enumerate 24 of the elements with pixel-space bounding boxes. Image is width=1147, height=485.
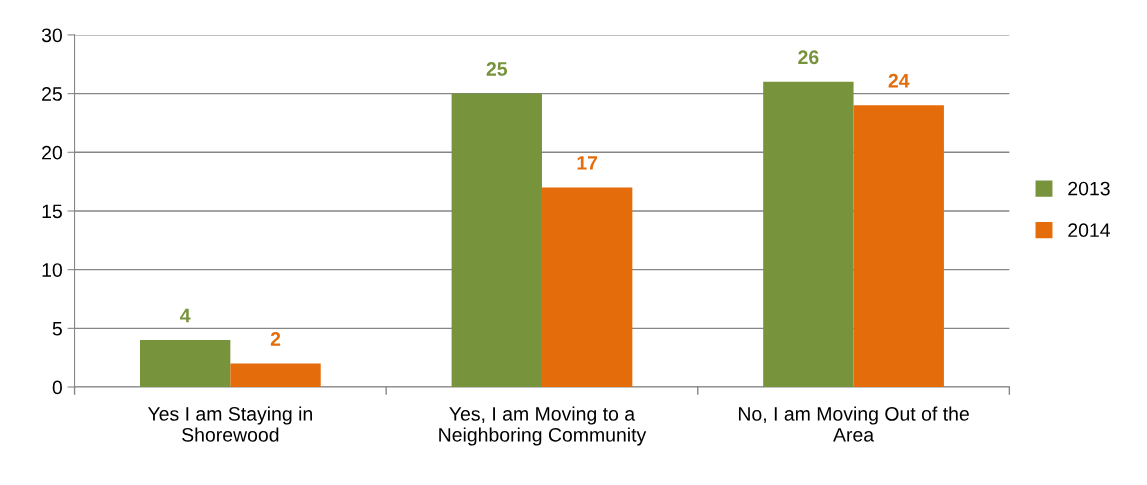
- data-label: 26: [798, 50, 819, 65]
- bar: [451, 93, 542, 388]
- x-tick-label: Yes, I am Moving to a Neighboring Community: [439, 406, 647, 446]
- legend-label: 2014: [1068, 223, 1111, 238]
- bar: [853, 105, 944, 388]
- bar: [230, 363, 321, 388]
- y-tick-label: 15: [42, 204, 62, 219]
- data-label: 4: [180, 308, 191, 323]
- data-label: 24: [888, 73, 910, 88]
- x-tick-label: No, I am Moving Out of the Area: [738, 406, 969, 442]
- data-label: 2: [270, 332, 281, 346]
- y-tick-label: 10: [42, 263, 62, 277]
- bar: [541, 187, 633, 388]
- bar: [763, 81, 854, 388]
- data-label: 25: [486, 62, 508, 76]
- y-tick-label: 30: [41, 28, 62, 43]
- y-tick-label: 0: [52, 380, 62, 395]
- y-tick-label: 20: [42, 145, 62, 160]
- x-tick-label: Yes I am Staying in Shorewood: [147, 406, 312, 442]
- bar: [139, 340, 231, 388]
- legend-label: 2013: [1068, 181, 1110, 196]
- y-tick-label: 5: [52, 322, 62, 336]
- data-label: 17: [577, 156, 598, 170]
- y-tick-label: 25: [42, 87, 62, 101]
